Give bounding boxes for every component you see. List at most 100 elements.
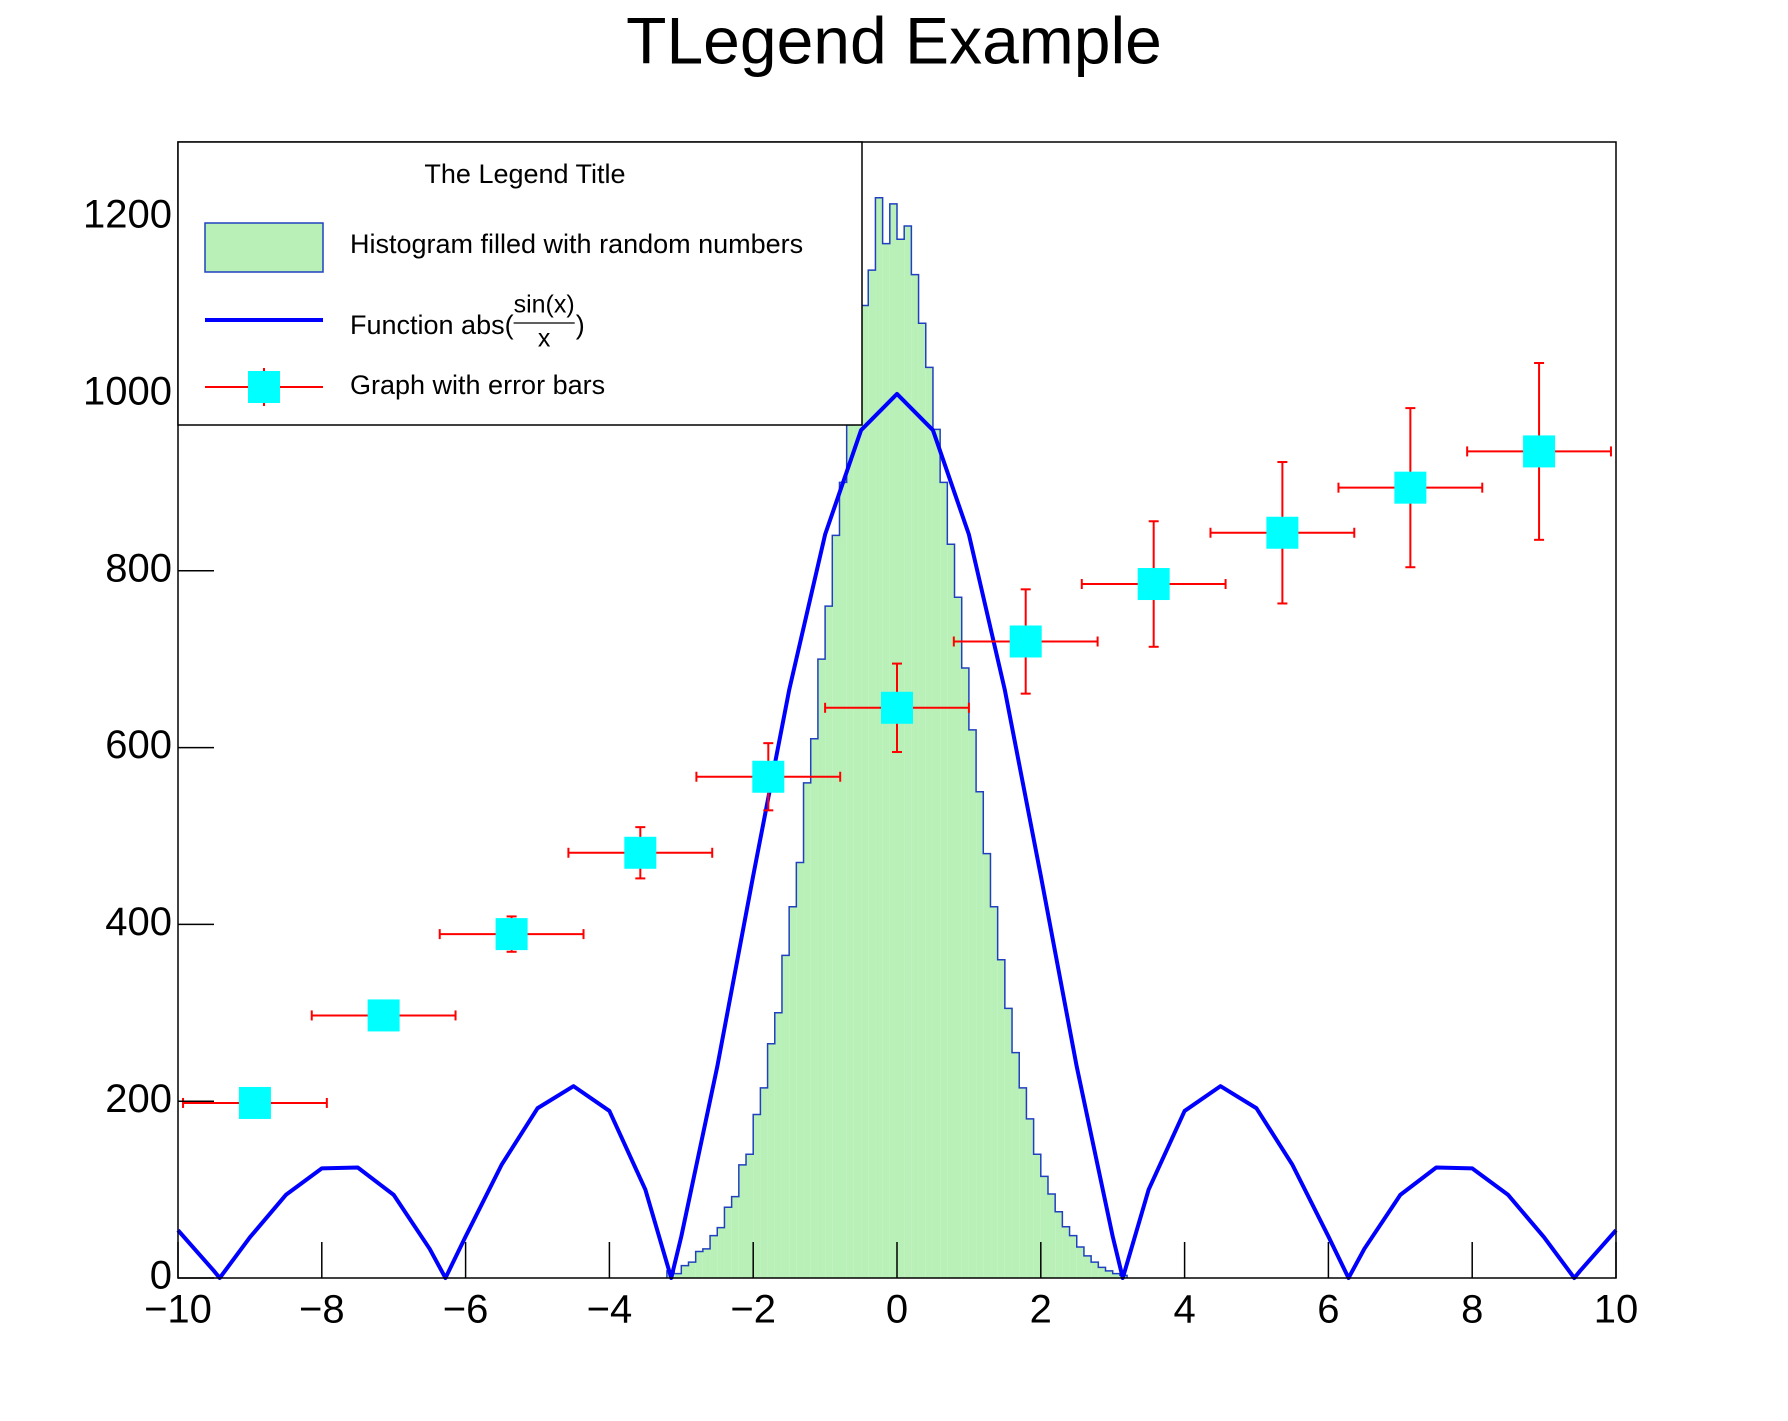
y-tick-label: 800	[105, 546, 172, 590]
histogram-bar	[695, 1251, 703, 1278]
histogram-bar	[1112, 1273, 1120, 1278]
x-tick-label: −4	[587, 1288, 633, 1332]
x-tick-label: −8	[299, 1288, 345, 1332]
marker	[1009, 625, 1042, 658]
histogram-bar	[1069, 1235, 1077, 1278]
histogram-bar	[961, 668, 969, 1278]
legend-box	[177, 141, 863, 426]
histogram-bar	[1083, 1255, 1092, 1278]
marker	[495, 918, 528, 951]
histogram-bar	[1105, 1270, 1113, 1278]
legend-label-numerator: sin(x)	[514, 291, 575, 319]
histogram-bar	[1047, 1194, 1056, 1278]
legend-label: Histogram filled with random numbers	[350, 229, 803, 259]
histogram-bar	[940, 482, 948, 1278]
histogram-bar	[976, 791, 984, 1278]
marker	[1523, 435, 1556, 468]
histogram-bar	[825, 606, 833, 1278]
marker	[367, 999, 400, 1032]
x-tick-label: −2	[730, 1288, 776, 1332]
marker	[1266, 516, 1299, 549]
y-tick-label: 400	[105, 900, 172, 944]
histogram-bar	[882, 243, 890, 1278]
marker	[238, 1086, 271, 1119]
histogram-bar	[1098, 1267, 1106, 1278]
histogram-bar	[738, 1164, 747, 1278]
histogram-bar	[1026, 1118, 1034, 1278]
legend-label-denominator: x	[538, 325, 551, 353]
x-tick-label: −10	[144, 1288, 212, 1332]
histogram-bar	[688, 1262, 696, 1278]
histogram-bar	[774, 1012, 782, 1278]
histogram-bar	[889, 203, 897, 1278]
histogram-bar	[1033, 1154, 1041, 1278]
histogram-bar	[918, 323, 926, 1278]
histogram-bar	[868, 270, 876, 1278]
histogram-bar	[1055, 1211, 1063, 1278]
legend-marker-swatch	[248, 371, 280, 403]
histogram-bar	[810, 738, 818, 1278]
histogram-bar	[832, 535, 840, 1278]
x-tick-label: 0	[886, 1288, 908, 1332]
chart-title: TLegend Example	[626, 3, 1162, 77]
histogram-bar	[796, 862, 804, 1278]
histogram-bar	[1019, 1087, 1027, 1278]
legend-label: )	[576, 310, 585, 340]
histogram-bar	[839, 482, 847, 1278]
histogram-bar	[760, 1087, 768, 1278]
marker	[881, 691, 913, 724]
x-tick-label: 10	[1594, 1288, 1639, 1332]
histogram-bar	[1062, 1226, 1070, 1278]
marker	[1137, 568, 1170, 601]
histogram-bar	[753, 1114, 761, 1278]
x-tick-label: 2	[1030, 1288, 1052, 1332]
marker	[1394, 471, 1427, 504]
histogram-bar	[1091, 1262, 1099, 1278]
histogram-bar	[897, 239, 905, 1279]
function-line	[176, 391, 1618, 1280]
histogram-bar	[1076, 1247, 1084, 1278]
histogram-bar	[724, 1207, 732, 1278]
histogram-bar	[789, 906, 797, 1278]
histogram-bar	[767, 1043, 775, 1278]
histogram-bar	[710, 1235, 718, 1278]
legend-title: The Legend Title	[424, 159, 625, 189]
histogram-bar	[861, 305, 869, 1278]
histogram-bar	[1040, 1176, 1048, 1278]
x-tick-label: −6	[443, 1288, 489, 1332]
histogram-bar	[681, 1265, 689, 1278]
y-tick-label: 0	[150, 1254, 172, 1298]
histogram-bar	[954, 597, 962, 1278]
histogram-bar	[717, 1227, 725, 1278]
histogram-bar	[746, 1154, 754, 1278]
histogram-bar	[990, 906, 998, 1278]
histogram-bar	[781, 955, 790, 1278]
y-tick-label: 600	[105, 723, 172, 767]
histogram-bar	[947, 544, 955, 1278]
y-tick-label: 1000	[83, 370, 172, 414]
histogram-bar	[911, 274, 919, 1278]
histogram-bar	[846, 424, 854, 1279]
histogram-bar	[674, 1273, 682, 1278]
histogram-bar	[997, 959, 1005, 1278]
histogram-bar	[968, 729, 977, 1278]
histogram-bar	[803, 782, 811, 1278]
y-tick-label: 200	[105, 1077, 172, 1121]
histogram-bar	[702, 1248, 711, 1278]
histogram-bar	[1012, 1052, 1020, 1278]
marker	[752, 760, 785, 793]
histogram-bar	[904, 225, 912, 1279]
legend-label: Graph with error bars	[350, 370, 605, 400]
histogram-bar	[817, 659, 826, 1278]
legend-hist-swatch	[204, 222, 324, 273]
y-tick-label: 1200	[83, 193, 172, 237]
histogram-bar	[731, 1196, 739, 1278]
histogram-bar	[983, 853, 991, 1278]
x-tick-label: 8	[1461, 1288, 1483, 1332]
histogram-bar	[932, 429, 941, 1278]
histogram-bar	[925, 367, 933, 1279]
histogram-bar	[853, 349, 862, 1278]
histogram-outline	[666, 196, 1128, 1278]
legend-label: Function abs(	[350, 310, 514, 340]
